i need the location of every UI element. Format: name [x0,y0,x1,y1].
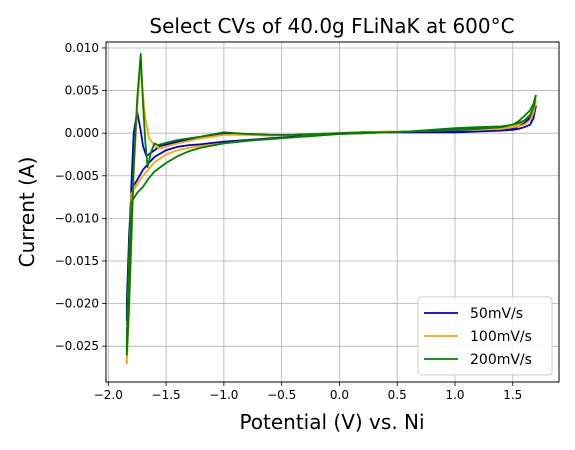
legend-label-1: 100mV/s [470,329,532,345]
y-tick-label: −0.010 [55,211,99,225]
axis-ticks: −2.0 −1.5 −1.0 −0.5 0.0 0.5 1.0 1.5 0.010 0.005 0.… [55,41,523,402]
x-tick-label: 1.0 [445,388,464,402]
x-tick-label: −0.5 [267,388,296,402]
legend: 50mV/s 100mV/s 200mV/s [417,296,553,376]
x-tick-label: 0.0 [330,388,349,402]
legend-label-2: 200mV/s [470,352,532,368]
y-tick-label: −0.005 [55,169,99,183]
grid [106,42,559,382]
legend-label-0: 50mV/s [470,306,523,322]
y-tick-label: 0.000 [65,126,99,140]
y-tick-label: 0.005 [65,84,99,98]
y-tick-label: −0.020 [55,297,99,311]
chart-title: Select CVs of 40.0g FLiNaK at 600°C [149,14,514,38]
plot-frame [105,41,560,383]
y-axis-label: Current (A) [15,157,39,268]
x-tick-label: −1.0 [209,388,238,402]
series-lines [125,53,537,365]
x-tick-label: 0.5 [388,388,407,402]
y-tick-label: −0.025 [55,339,99,353]
y-tick-label: −0.015 [55,254,99,268]
x-tick-label: −1.5 [152,388,181,402]
x-axis-label: Potential (V) vs. Ni [239,410,424,434]
legend-box [417,296,553,376]
x-tick-label: −2.0 [94,388,123,402]
series-line-2 [125,53,537,356]
x-tick-label: 1.5 [503,388,522,402]
y-tick-label: 0.010 [65,41,99,55]
series-line-0 [125,104,537,322]
